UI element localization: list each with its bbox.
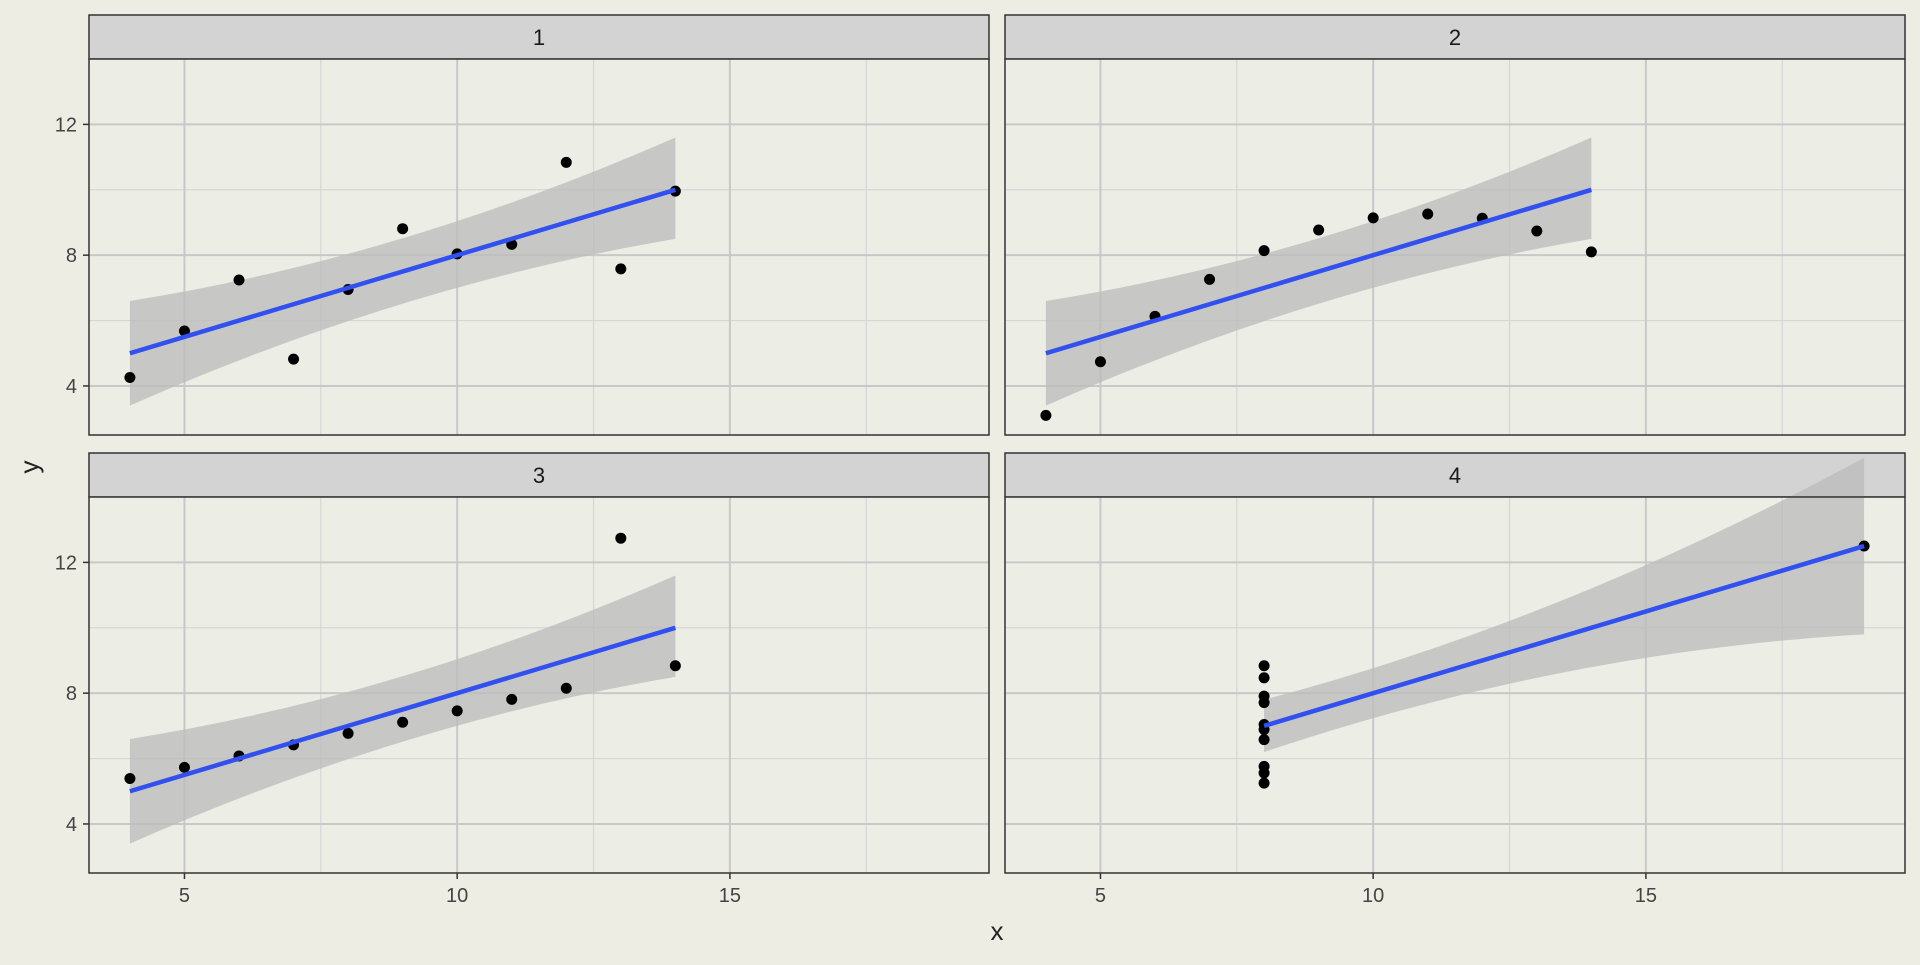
x-tick-label: 15 bbox=[1635, 885, 1657, 907]
data-point bbox=[1040, 409, 1052, 421]
data-point bbox=[506, 693, 518, 705]
y-tick-label: 8 bbox=[66, 245, 77, 267]
regression-line bbox=[1045, 187, 1593, 356]
facet-strip-label: 1 bbox=[533, 25, 545, 50]
data-point bbox=[124, 371, 136, 383]
panel-border bbox=[1004, 58, 1906, 436]
regression-line bbox=[129, 187, 677, 356]
data-point bbox=[1422, 208, 1434, 220]
data-point bbox=[1258, 245, 1270, 257]
regression-line bbox=[129, 625, 677, 794]
data-point bbox=[1313, 224, 1325, 236]
panels-layer: 1 4 8 12 2 3 4 8 12 5 10 15 4 5 10 15 bbox=[55, 14, 1906, 907]
data-point bbox=[1204, 273, 1216, 285]
data-point bbox=[1258, 734, 1270, 746]
x-tick-label: 10 bbox=[1362, 885, 1384, 907]
data-point bbox=[451, 705, 463, 717]
x-tick-label: 15 bbox=[719, 885, 741, 907]
y-tick-label: 8 bbox=[66, 683, 77, 705]
data-point bbox=[1258, 672, 1270, 684]
data-point bbox=[397, 716, 409, 728]
x-axis-title: x bbox=[991, 916, 1004, 946]
facet-strip-label: 2 bbox=[1449, 25, 1461, 50]
facet-strip bbox=[88, 452, 990, 498]
data-point bbox=[1367, 212, 1379, 224]
y-tick-label: 4 bbox=[66, 376, 77, 398]
data-point bbox=[233, 274, 245, 286]
regression-line bbox=[1263, 543, 1865, 729]
y-tick-label: 12 bbox=[55, 114, 77, 136]
panel-border bbox=[1004, 496, 1906, 874]
data-point bbox=[397, 223, 409, 235]
facet-strip bbox=[1004, 14, 1906, 60]
confidence-band bbox=[1264, 457, 1865, 753]
data-point bbox=[615, 263, 627, 275]
data-point bbox=[560, 156, 572, 168]
data-point bbox=[342, 727, 354, 739]
facet-strip bbox=[88, 14, 990, 60]
facet-strip bbox=[1004, 452, 1906, 498]
y-tick-label: 12 bbox=[55, 552, 77, 574]
data-point bbox=[1258, 767, 1270, 779]
data-point bbox=[669, 660, 681, 672]
data-point bbox=[124, 773, 136, 785]
panel-border bbox=[88, 58, 990, 436]
data-point bbox=[288, 353, 300, 365]
facet-panel-1: 1 4 8 12 bbox=[55, 14, 990, 436]
facet-strip-label: 4 bbox=[1449, 463, 1461, 488]
data-point bbox=[1094, 356, 1106, 368]
data-point bbox=[1258, 777, 1270, 789]
data-point bbox=[1258, 690, 1270, 702]
x-tick-label: 10 bbox=[446, 885, 468, 907]
facet-panel-2: 2 bbox=[1004, 14, 1906, 436]
data-point bbox=[1258, 660, 1270, 672]
data-point bbox=[560, 682, 572, 694]
panel-border bbox=[88, 496, 990, 874]
data-point bbox=[1531, 225, 1543, 237]
data-point bbox=[1585, 246, 1597, 258]
x-tick-label: 5 bbox=[179, 885, 190, 907]
x-tick-label: 5 bbox=[1095, 885, 1106, 907]
facet-strip-label: 3 bbox=[533, 463, 545, 488]
data-point bbox=[615, 532, 627, 544]
facet-panel-4: 4 5 10 15 bbox=[1004, 452, 1906, 907]
facet-panel-3: 3 4 8 12 5 10 15 bbox=[55, 452, 990, 907]
y-tick-label: 4 bbox=[66, 814, 77, 836]
y-axis-title: y bbox=[14, 461, 44, 474]
data-point bbox=[178, 761, 190, 773]
